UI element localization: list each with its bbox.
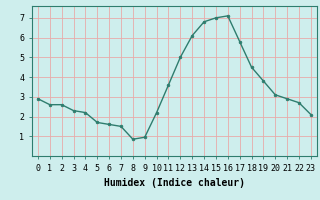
X-axis label: Humidex (Indice chaleur): Humidex (Indice chaleur)	[104, 178, 245, 188]
